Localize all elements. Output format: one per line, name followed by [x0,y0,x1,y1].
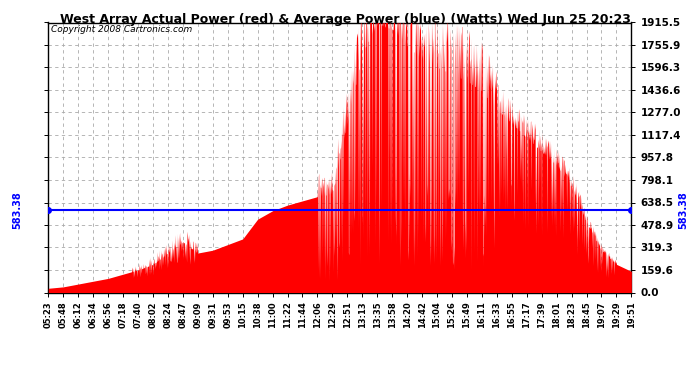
Text: 583.38: 583.38 [12,191,22,229]
Text: Copyright 2008 Cartronics.com: Copyright 2008 Cartronics.com [51,25,193,34]
Text: 583.38: 583.38 [678,191,688,229]
Text: West Array Actual Power (red) & Average Power (blue) (Watts) Wed Jun 25 20:23: West Array Actual Power (red) & Average … [59,13,631,26]
